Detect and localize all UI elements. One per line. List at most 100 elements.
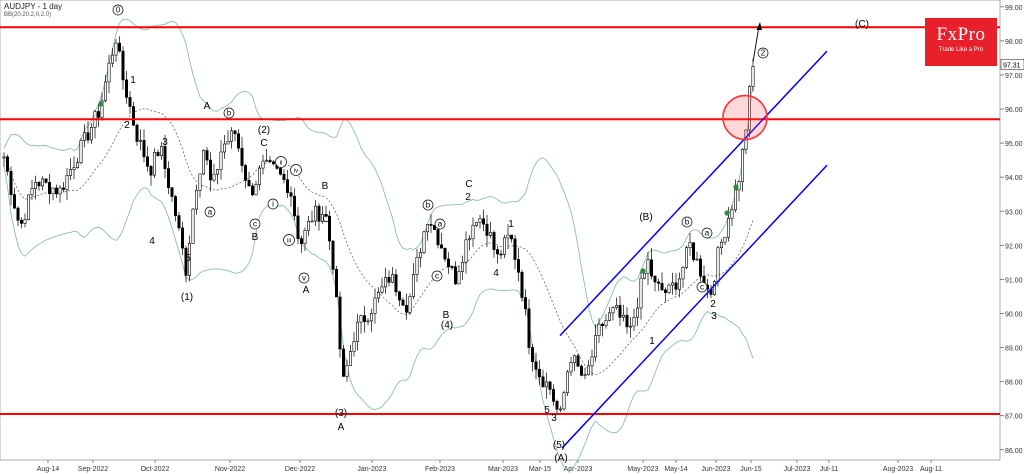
candle-body [621,314,625,318]
wave-label: 5 [185,253,191,264]
candle-body [149,165,153,176]
candle-body [446,258,450,267]
candle-body [576,355,580,367]
wave-label: 1 [649,336,655,347]
wave-label: (3) [335,408,347,419]
x-tick-label: Aug-14 [37,466,60,473]
candle-body [2,156,6,159]
wave-label: c [435,272,439,281]
candle-body [37,182,41,187]
candle-body [121,50,125,81]
candle-body [264,159,268,162]
candle-body [670,282,674,286]
wave-label: iii [287,239,291,245]
candle-body [292,195,296,217]
wave-label: 0 [116,6,121,15]
candle-body [251,185,255,196]
candle-body [733,189,737,211]
candle-body [747,86,751,131]
candle-body [579,365,583,376]
candle-body [132,106,136,126]
wave-label: C [465,179,472,190]
candle-body [712,281,716,295]
candle-body [237,133,241,149]
candle-body [653,275,657,283]
candle-body [33,182,37,189]
x-tick-label: Jan-2023 [357,466,386,473]
candle-body [632,316,636,327]
wave-label: a [705,229,710,238]
wave-label: (C) [855,19,869,30]
candle-body [254,184,258,196]
y-tick-label: 91.00 [1005,277,1023,284]
wave-label: (A) [554,453,567,464]
candle-body [453,266,457,285]
candle-body [296,215,300,239]
candle-body [698,258,702,277]
candle-body [212,173,216,181]
wave-label-circle [431,270,443,282]
candle-body [523,297,527,310]
candle-body [562,392,566,410]
candle-body [590,356,594,367]
candle-body [6,156,10,172]
candle-body [128,97,132,107]
candle-body [44,178,48,183]
wave-label: (4) [441,320,453,331]
candle-body [233,130,237,135]
indicator-label: BB(20,20.2,0,2.0) [4,12,52,18]
candle-body [548,381,552,390]
candle-body [167,168,171,189]
candle-body [502,237,506,255]
wave-label: A [204,101,211,112]
candle-body [9,171,13,195]
wave-label: 3 [162,137,168,148]
candle-body [635,307,639,318]
candle-body [411,274,415,297]
candles [2,36,755,414]
candle-body [345,365,349,377]
wave-label: 3 [551,413,557,424]
candle-body [355,321,359,342]
candle-body [61,187,65,190]
wave-label: 2 [761,49,766,58]
candle-body [481,218,485,225]
wave-label: C [260,138,267,149]
candle-body [628,325,632,328]
candle-body [65,175,69,190]
candle-body [104,81,108,102]
candle-body [163,146,167,169]
candle-body [429,224,433,226]
candle-body [54,187,58,195]
candle-body [639,277,643,309]
candle-body [139,139,143,142]
candle-body [376,291,380,299]
candle-body [604,320,608,327]
candle-body [107,62,111,83]
candle-body [667,284,671,293]
x-tick-label: Mar-2023 [488,466,518,473]
candle-body [69,169,73,176]
candle-body [751,66,755,87]
candle-body [177,215,181,229]
candle-body [299,238,303,244]
candle-body [76,162,80,169]
candle-body [188,243,192,276]
wave-label: 2 [124,120,130,131]
candle-body [114,42,118,56]
candle-body [271,161,275,165]
candle-body [646,259,650,274]
candle-body [310,220,314,223]
candle-body [366,320,370,323]
y-tick-label: 89.00 [1005,346,1023,353]
candle-body [443,247,447,260]
wave-label: 5 [544,405,550,416]
candle-body [118,42,122,52]
y-tick-label: 88.00 [1005,380,1023,387]
candle-body [723,236,727,243]
wave-label: b [426,201,431,210]
wave-label: A [303,285,310,296]
wave-labels: 012345(1)Aba(2)CiiivcBiiiivABC(3)AbacB(4… [112,4,869,464]
candle-body [90,127,94,141]
wave-marker [724,210,730,216]
